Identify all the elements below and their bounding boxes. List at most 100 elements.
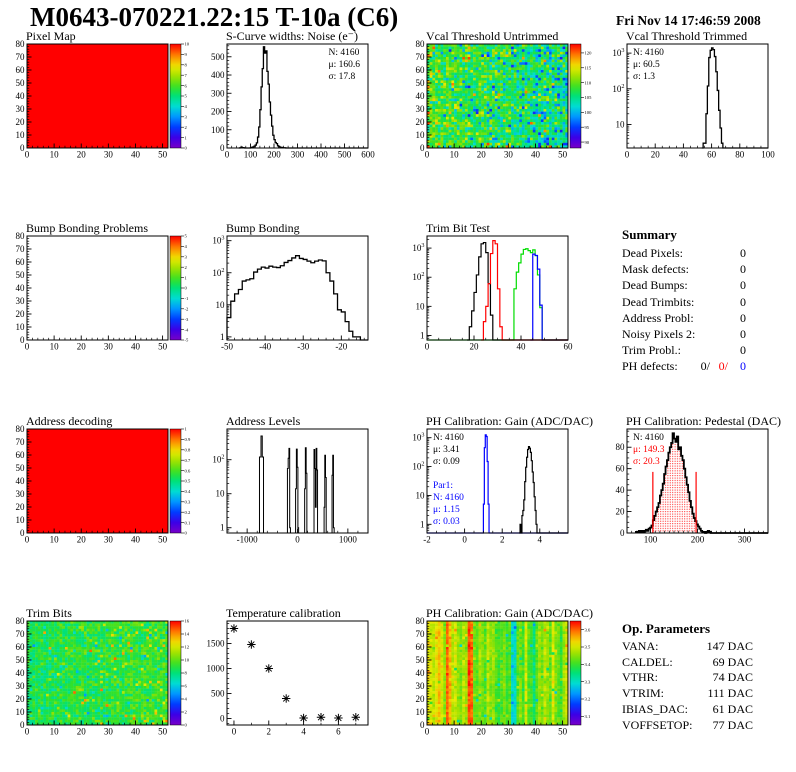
- svg-text:μ: 3.41: μ: 3.41: [433, 445, 460, 455]
- svg-text:30: 30: [416, 104, 426, 114]
- svg-text:10: 10: [16, 322, 26, 332]
- summary-value: 0: [740, 310, 746, 325]
- svg-text:30: 30: [16, 296, 26, 306]
- svg-text:0: 0: [25, 342, 30, 352]
- svg-text:4: 4: [538, 535, 543, 545]
- svg-text:1: 1: [420, 519, 425, 529]
- svg-text:Vcal Threshold Trimmed: Vcal Threshold Trimmed: [626, 30, 747, 43]
- op-row-vtrim: VTRIM: 111 DAC: [622, 686, 753, 702]
- ph-defects-value-1: 0/: [700, 359, 710, 374]
- svg-text:S-Curve widths: Noise (e⁻): S-Curve widths: Noise (e⁻): [226, 30, 358, 43]
- svg-text:10: 10: [450, 150, 460, 160]
- svg-text:σ: 17.8: σ: 17.8: [329, 72, 356, 82]
- svg-text:90: 90: [585, 140, 590, 145]
- svg-text:40: 40: [16, 476, 26, 486]
- svg-text:50: 50: [158, 150, 168, 160]
- svg-text:-3: -3: [185, 317, 190, 322]
- svg-text:7: 7: [185, 73, 188, 78]
- panel-address-decoding: Address decoding 0 0.1 0.2 0.3 0.4 0.5 0.6 0.7 0.…: [0, 415, 199, 555]
- svg-text:20: 20: [77, 342, 87, 352]
- svg-text:0: 0: [625, 150, 630, 160]
- svg-text:0.5: 0.5: [185, 479, 191, 484]
- svg-text:50: 50: [16, 270, 26, 280]
- panel-vcal-untrimmed: Vcal Threshold Untrimmed 90 95 100 105 110 115…: [400, 30, 599, 170]
- op-row-ibias-dac: IBIAS_DAC: 61 DAC: [622, 702, 753, 718]
- svg-text:10: 10: [16, 130, 26, 140]
- svg-text:40: 40: [679, 150, 689, 160]
- svg-text:N: 4160: N: 4160: [433, 433, 464, 443]
- svg-text:0.8: 0.8: [185, 448, 191, 453]
- svg-text:40: 40: [416, 91, 426, 101]
- svg-text:5: 5: [185, 234, 188, 239]
- svg-text:Address decoding: Address decoding: [26, 415, 112, 428]
- svg-text:20: 20: [470, 342, 480, 352]
- summary-label: PH defects:: [622, 359, 678, 374]
- summary-label: Dead Pixels:: [622, 246, 683, 260]
- timestamp: Fri Nov 14 17:46:59 2008: [616, 13, 761, 28]
- op-parameters-panel: Op. Parameters VANA: 147 DAC CALDEL: 69 DA…: [622, 620, 753, 733]
- svg-text:Address Levels: Address Levels: [226, 415, 301, 428]
- svg-text:100: 100: [761, 150, 775, 160]
- svg-text:100: 100: [211, 125, 225, 135]
- svg-text:50: 50: [558, 150, 568, 160]
- svg-text:Trim Bit Test: Trim Bit Test: [426, 222, 491, 235]
- svg-text:10: 10: [616, 120, 626, 130]
- panel-trim-bits: Trim Bits 0 2 4 6 8 10 12 14 16 0 10 20 30 40 50 0 10 20 30…: [0, 607, 199, 747]
- summary-row-ph-defects: PH defects: 0/0/0: [622, 358, 746, 374]
- svg-text:60: 60: [16, 450, 26, 460]
- svg-text:10: 10: [416, 130, 426, 140]
- svg-text:0.4: 0.4: [185, 489, 191, 494]
- op-value: 77 DAC: [712, 717, 753, 732]
- op-row-caldel: CALDEL: 69 DAC: [622, 655, 753, 671]
- svg-text:0: 0: [20, 335, 25, 345]
- svg-text:80: 80: [616, 442, 626, 452]
- svg-text:110: 110: [585, 80, 592, 85]
- svg-text:20: 20: [416, 117, 426, 127]
- svg-text:8: 8: [185, 63, 188, 68]
- svg-text:300: 300: [738, 535, 752, 545]
- svg-text:Pixel Map: Pixel Map: [26, 30, 76, 43]
- svg-text:300: 300: [211, 88, 225, 98]
- svg-text:10: 10: [216, 300, 226, 310]
- svg-text:102: 102: [412, 271, 424, 282]
- svg-text:10: 10: [416, 490, 426, 500]
- panel-bump-problems: Bump Bonding Problems -5 -4 -3 -2 -1 0 1 2 3 4 5 0 10…: [0, 222, 199, 362]
- svg-text:70: 70: [16, 437, 26, 447]
- op-label: CALDEL:: [622, 654, 673, 669]
- svg-text:σ: 20.3: σ: 20.3: [633, 457, 660, 467]
- chart-pixel-map: Pixel Map 0 1 2 3 4 5 6 7 8 9 10 0 10 20 30 40 50 0 10 20 30 4…: [16, 30, 190, 160]
- summary-row-mask-defects: Mask defects: 0: [622, 261, 746, 277]
- svg-text:0: 0: [25, 150, 30, 160]
- svg-text:PH Calibration: Gain (ADC/DAC): PH Calibration: Gain (ADC/DAC): [426, 415, 593, 428]
- svg-text:10: 10: [416, 301, 426, 311]
- summary-label: Trim Probl.:: [622, 343, 681, 358]
- svg-text:-20: -20: [335, 342, 347, 352]
- svg-text:40: 40: [616, 485, 626, 495]
- ph-defects-value-3: 0: [740, 359, 746, 374]
- svg-text:0: 0: [220, 143, 225, 153]
- svg-text:0: 0: [620, 528, 625, 538]
- svg-text:N: 4160: N: 4160: [633, 433, 664, 443]
- summary-value: 0: [740, 294, 746, 309]
- op-label: VTRIM:: [622, 686, 664, 701]
- svg-text:60: 60: [16, 257, 26, 267]
- svg-text:100: 100: [244, 150, 258, 160]
- svg-text:Par1:: Par1:: [433, 481, 453, 491]
- svg-text:0.7: 0.7: [185, 458, 191, 463]
- svg-text:70: 70: [16, 52, 26, 62]
- svg-text:400: 400: [314, 150, 328, 160]
- svg-text:100: 100: [644, 535, 658, 545]
- svg-text:50: 50: [16, 463, 26, 473]
- svg-text:1: 1: [185, 135, 188, 140]
- svg-text:20: 20: [651, 150, 661, 160]
- svg-text:Bump Bonding: Bump Bonding: [226, 222, 300, 235]
- svg-text:-40: -40: [259, 342, 271, 352]
- svg-text:103: 103: [412, 242, 424, 253]
- summary-row-address-probl: Address Probl: 0: [622, 310, 746, 326]
- svg-text:0: 0: [225, 150, 230, 160]
- op-row-vthr: VTHR: 74 DAC: [622, 670, 753, 686]
- svg-text:3: 3: [185, 255, 188, 260]
- svg-text:1000: 1000: [339, 535, 358, 545]
- summary-value: 0: [740, 246, 746, 260]
